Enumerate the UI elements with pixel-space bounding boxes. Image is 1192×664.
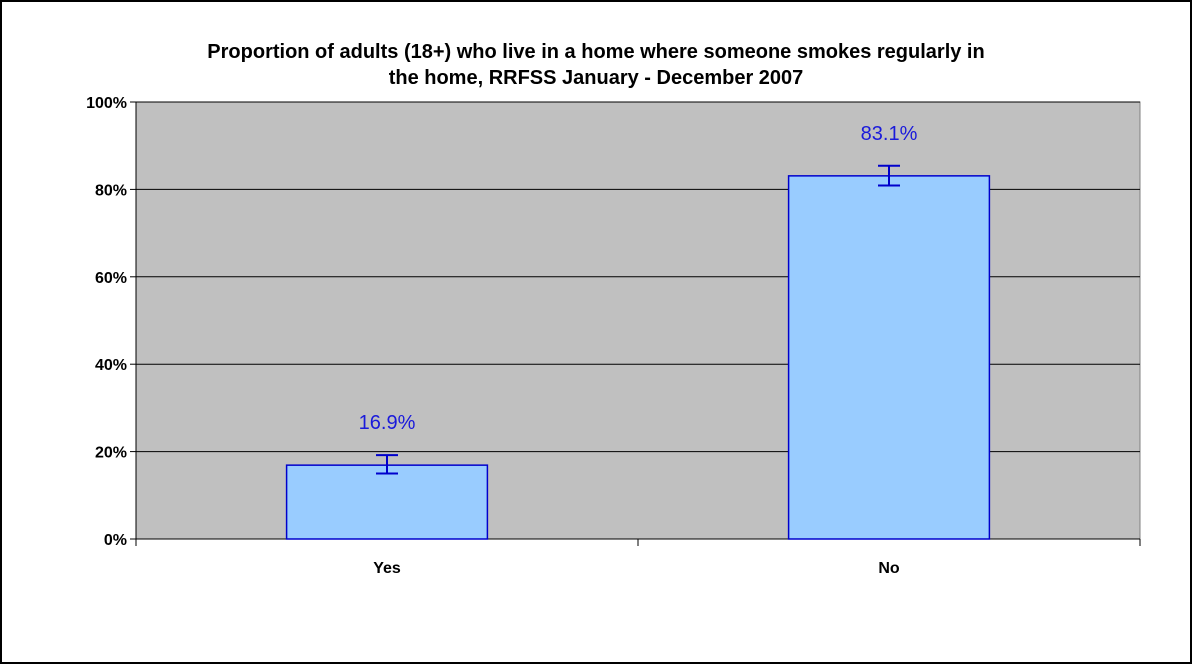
chart-title-line-1: Proportion of adults (18+) who live in a… [207, 41, 984, 63]
data-label-no: 83.1% [861, 123, 918, 145]
y-axis: 0% 20% 40% 60% 80% 100% [86, 95, 137, 549]
x-tick-label: Yes [373, 560, 401, 577]
bars [285, 175, 991, 540]
y-tick-label: 60% [95, 270, 127, 287]
chart-title-line-2: the home, RRFSS January - December 2007 [389, 67, 804, 89]
data-label-yes: 16.9% [359, 412, 416, 434]
error-bars [376, 164, 900, 475]
y-tick-label: 40% [95, 357, 127, 374]
y-tick-label: 20% [95, 445, 127, 462]
bar-no [787, 175, 991, 540]
x-axis: Yes No [135, 538, 1141, 577]
data-labels: 16.9% 83.1% [359, 123, 918, 434]
y-tick-label: 80% [95, 182, 127, 199]
y-tick-label: 100% [86, 95, 127, 112]
x-tick-label: No [878, 560, 900, 577]
y-tick-label: 0% [104, 532, 127, 549]
bar-yes [285, 464, 489, 540]
